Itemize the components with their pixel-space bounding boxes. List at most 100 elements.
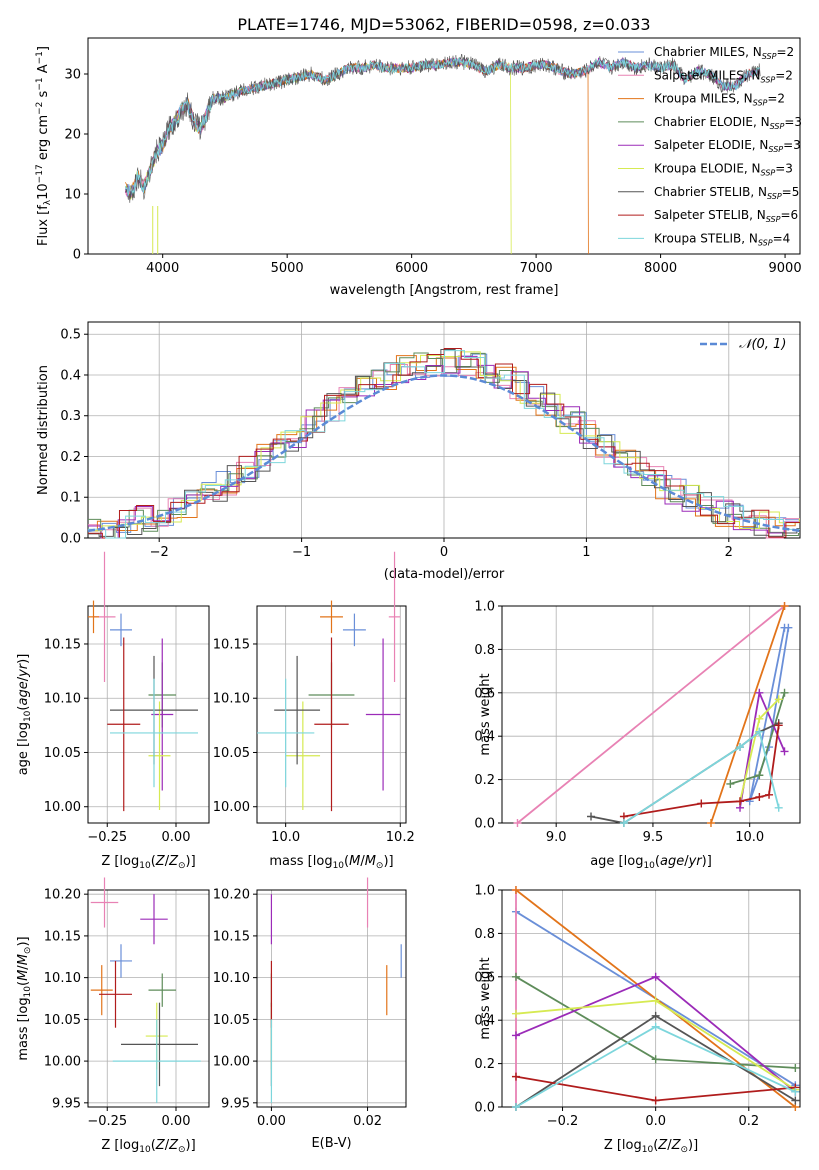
- weight-marker-chabrier-elodie: [755, 771, 764, 780]
- weight-marker-salpeter-stelib: [774, 721, 783, 730]
- y-tick-label: 0.0: [474, 1101, 495, 1116]
- x-tick-label: 0.0: [645, 1114, 666, 1129]
- x-tick-label: −1: [292, 545, 311, 560]
- y-tick-label: 10.00: [44, 1055, 81, 1070]
- x-tick-label: 8000: [644, 261, 677, 276]
- x-tick-label: 0.02: [353, 1114, 382, 1129]
- y-axis-label: mass [log10(M/M⊙)]: [16, 936, 33, 1060]
- panels-layer: 4000 5000 6000 7000 8000 90000102030wavelengt…: [16, 37, 802, 1155]
- weight-marker-salpeter-elodie: [651, 972, 660, 981]
- x-tick-label: 0.00: [162, 830, 191, 845]
- x-axis-label: E(B-V): [311, 1136, 351, 1151]
- gaussian-curve: [87, 374, 801, 533]
- y-tick-label: 0: [73, 248, 81, 263]
- y-axis-label: Normed distribution: [36, 365, 51, 495]
- x-tick-label: −0.25: [87, 1114, 127, 1129]
- y-tick-label: 1.0: [474, 884, 495, 899]
- y-tick-label: 0.8: [474, 927, 495, 942]
- x-tick-label: 10.0: [735, 830, 764, 845]
- x-tick-label: 10.2: [386, 830, 415, 845]
- y-tick-label: 10.15: [44, 929, 81, 944]
- weight-marker-chabrier-elodie: [511, 972, 520, 981]
- y-tick-label: 0.2: [60, 450, 81, 465]
- x-tick-label: 6000: [395, 261, 428, 276]
- x-tick-label: 0.00: [162, 1114, 191, 1129]
- weight-marker-chabrier-elodie: [780, 688, 789, 697]
- weight-marker-salpeter-stelib: [511, 1072, 520, 1081]
- y-tick-label: 9.95: [221, 1096, 250, 1111]
- x-axis-label: (data-model)/error: [384, 567, 505, 582]
- panel-weight_vs_age: 9.0 9.5 10.0 0.0 0.2 0.4 0.6 0.8 1.0 age [log10(a…: [474, 600, 801, 871]
- x-tick-label: 5000: [271, 261, 304, 276]
- weight-marker-salpeter-stelib: [765, 790, 774, 799]
- panel-mass_vs_EBV: 0.00 0.02 9.95 10.00 10.05 10.10 10.15 10.20 E(B…: [213, 877, 407, 1151]
- x-tick-label: 0.2: [738, 1114, 759, 1129]
- weight-marker-salpeter-elodie: [511, 1031, 520, 1040]
- y-axis-label: age [log10(age/yr)]: [16, 654, 33, 776]
- y-tick-label: 10.15: [44, 637, 81, 652]
- x-axis-label: age [log10(age/yr)]: [590, 854, 712, 871]
- x-tick-label: −0.2: [547, 1114, 579, 1129]
- spectrum-series-kroupa-stelib: [124, 56, 761, 197]
- weight-marker-salpeter-stelib: [736, 797, 745, 806]
- weight-marker-kroupa-elodie: [651, 996, 660, 1005]
- x-tick-label: 0: [440, 545, 448, 560]
- weight-marker-salpeter-stelib: [755, 792, 764, 801]
- y-tick-label: 10.05: [213, 746, 250, 761]
- y-tick-label: 0.1: [60, 491, 81, 506]
- y-tick-label: 0.4: [474, 730, 495, 745]
- axes-frame: [87, 889, 210, 1108]
- figure-title: PLATE=1746, MJD=53062, FIBERID=0598, z=0…: [237, 15, 650, 34]
- y-tick-label: 0.8: [474, 643, 495, 658]
- y-tick-label: 0.4: [60, 368, 81, 383]
- x-axis-label: Z [log10(Z/Z⊙)]: [101, 854, 195, 871]
- y-tick-label: 10.00: [44, 800, 81, 815]
- x-tick-label: 1: [582, 545, 590, 560]
- residual-hist-kroupa-stelib: [88, 350, 800, 539]
- legend-label: Chabrier STELIB, NSSP=5: [654, 185, 799, 201]
- x-tick-label: 0.00: [257, 1114, 286, 1129]
- legend-label: Kroupa MILES, NSSP=2: [654, 92, 785, 108]
- residual-hist-chabrier-stelib: [88, 348, 800, 537]
- weight-marker-kroupa-elodie: [755, 714, 764, 723]
- legend-label: Kroupa ELODIE, NSSP=3: [654, 162, 793, 178]
- x-tick-label: 9.0: [546, 830, 567, 845]
- weight-line-salpeter-miles: [516, 605, 786, 824]
- x-axis-label: mass [log10(M/M⊙)]: [269, 854, 393, 871]
- weight-marker-kroupa-elodie: [511, 1009, 520, 1018]
- panel-age_vs_mass: 10.0 10.2 10.00 10.05 10.10 10.15 mass [log10(…: [213, 551, 415, 871]
- weight-marker-chabrier-stelib: [587, 812, 596, 821]
- weight-marker-salpeter-miles: [513, 819, 522, 827]
- residual-hist-salpeter-miles: [88, 364, 800, 539]
- weight-line-kroupa-miles: [710, 605, 786, 824]
- y-tick-label: 10.05: [213, 1013, 250, 1028]
- legend-label: Salpeter STELIB, NSSP=6: [654, 208, 798, 224]
- panel-weight_vs_Z: −0.2 0.0 0.2 0.0 0.2 0.4 0.6 0.8 1.0 Z [log10(Z/Z…: [474, 884, 801, 1155]
- y-tick-label: 0.0: [474, 817, 495, 832]
- axes-frame: [256, 889, 407, 1108]
- weight-marker-kroupa-stelib: [755, 727, 764, 736]
- y-tick-label: 10.05: [44, 1013, 81, 1028]
- weight-marker-chabrier-elodie: [726, 779, 735, 788]
- y-tick-label: 10.20: [213, 888, 250, 903]
- weight-marker-kroupa-stelib: [791, 1087, 800, 1096]
- axes-frame: [501, 605, 801, 824]
- weight-marker-kroupa-stelib: [774, 803, 783, 812]
- y-tick-label: 10.10: [44, 971, 81, 986]
- spectrum-series-kroupa-elodie: [125, 56, 512, 255]
- panel-mass_vs_Z: −0.25 0.00 9.95 10.00 10.05 10.10 10.15 10.20 Z …: [16, 877, 210, 1155]
- y-tick-label: 10.10: [44, 692, 81, 707]
- y-tick-label: 0.0: [60, 532, 81, 547]
- legend-label: Salpeter ELODIE, NSSP=3: [654, 138, 801, 154]
- x-tick-label: 10.0: [271, 830, 300, 845]
- residual-hist-salpeter-elodie: [88, 355, 800, 539]
- weight-marker-kroupa-stelib: [511, 1103, 520, 1111]
- y-tick-label: 0.3: [60, 409, 81, 424]
- y-tick-label: 1.0: [474, 600, 495, 615]
- y-tick-label: 10.00: [213, 1055, 250, 1070]
- x-tick-label: 9000: [769, 261, 802, 276]
- y-tick-label: 0.6: [474, 970, 495, 985]
- axes-frame: [87, 37, 801, 255]
- x-tick-label: 7000: [520, 261, 553, 276]
- x-tick-label: −2: [150, 545, 169, 560]
